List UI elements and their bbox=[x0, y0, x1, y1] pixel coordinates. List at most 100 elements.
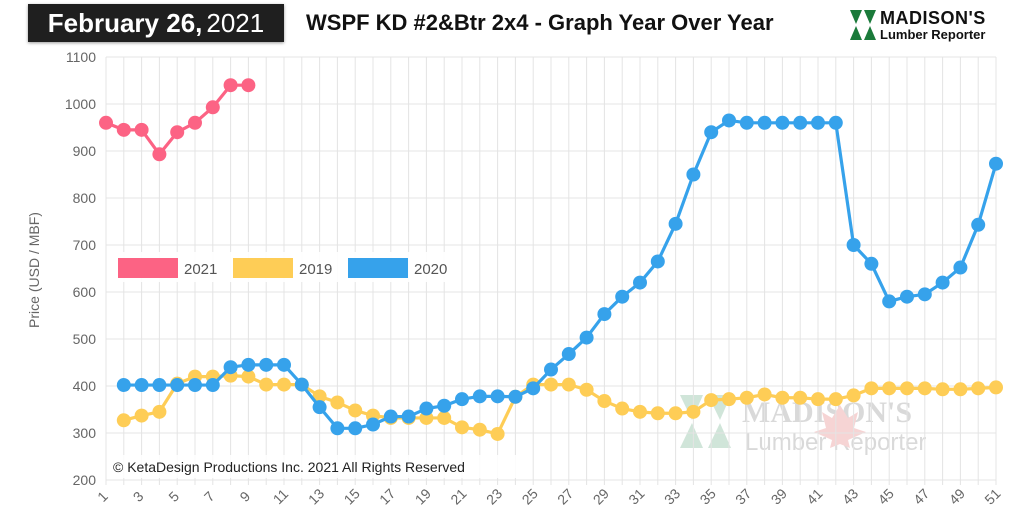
data-point-2019[interactable] bbox=[935, 382, 950, 397]
data-point-2019[interactable] bbox=[775, 390, 790, 405]
data-point-2020[interactable] bbox=[348, 421, 363, 436]
data-point-2020[interactable] bbox=[223, 360, 238, 375]
data-point-2020[interactable] bbox=[882, 294, 897, 309]
data-point-2020[interactable] bbox=[544, 362, 558, 377]
data-point-2020[interactable] bbox=[597, 307, 612, 322]
data-point-2019[interactable] bbox=[793, 390, 808, 405]
data-point-2020[interactable] bbox=[472, 389, 487, 404]
data-point-2020[interactable] bbox=[188, 378, 202, 393]
legend-swatch-2021[interactable] bbox=[118, 258, 178, 278]
data-point-2019[interactable] bbox=[900, 381, 914, 396]
data-point-2019[interactable] bbox=[864, 381, 879, 396]
data-point-2020[interactable] bbox=[935, 275, 950, 290]
data-point-2021[interactable] bbox=[241, 78, 256, 93]
data-point-2020[interactable] bbox=[170, 378, 185, 393]
data-point-2020[interactable] bbox=[259, 357, 274, 372]
data-point-2020[interactable] bbox=[508, 389, 523, 404]
data-point-2019[interactable] bbox=[116, 413, 131, 428]
data-point-2020[interactable] bbox=[971, 217, 986, 232]
data-point-2019[interactable] bbox=[739, 390, 754, 405]
data-point-2019[interactable] bbox=[846, 388, 861, 403]
data-point-2021[interactable] bbox=[188, 115, 202, 130]
data-point-2020[interactable] bbox=[419, 401, 434, 416]
data-point-2020[interactable] bbox=[490, 389, 505, 404]
data-point-2020[interactable] bbox=[526, 381, 541, 396]
data-point-2019[interactable] bbox=[597, 394, 612, 409]
data-point-2019[interactable] bbox=[811, 392, 825, 407]
data-point-2019[interactable] bbox=[134, 408, 149, 423]
data-point-2019[interactable] bbox=[544, 377, 558, 392]
data-point-2019[interactable] bbox=[312, 389, 327, 404]
data-point-2019[interactable] bbox=[668, 406, 683, 421]
data-point-2021[interactable] bbox=[134, 122, 149, 137]
data-point-2020[interactable] bbox=[650, 254, 665, 269]
legend-swatch-2020[interactable] bbox=[348, 258, 408, 278]
data-point-2019[interactable] bbox=[828, 392, 843, 407]
data-point-2019[interactable] bbox=[882, 381, 897, 396]
data-point-2021[interactable] bbox=[170, 125, 185, 140]
data-point-2020[interactable] bbox=[401, 409, 416, 424]
data-point-2020[interactable] bbox=[455, 392, 469, 407]
data-point-2020[interactable] bbox=[793, 115, 808, 130]
data-point-2020[interactable] bbox=[989, 156, 1003, 171]
data-point-2020[interactable] bbox=[277, 357, 291, 372]
data-point-2020[interactable] bbox=[152, 378, 167, 393]
data-point-2020[interactable] bbox=[864, 256, 879, 271]
data-point-2021[interactable] bbox=[99, 115, 113, 130]
data-point-2019[interactable] bbox=[490, 426, 505, 441]
data-point-2019[interactable] bbox=[472, 422, 487, 437]
data-point-2020[interactable] bbox=[294, 377, 309, 392]
data-point-2020[interactable] bbox=[561, 347, 576, 362]
data-point-2019[interactable] bbox=[971, 381, 986, 396]
data-point-2021[interactable] bbox=[223, 78, 238, 93]
data-point-2020[interactable] bbox=[775, 115, 790, 130]
data-point-2019[interactable] bbox=[259, 377, 274, 392]
data-point-2019[interactable] bbox=[561, 377, 576, 392]
data-point-2019[interactable] bbox=[704, 393, 719, 408]
data-point-2020[interactable] bbox=[205, 378, 220, 393]
data-point-2020[interactable] bbox=[437, 398, 452, 413]
data-point-2019[interactable] bbox=[633, 404, 647, 419]
data-point-2020[interactable] bbox=[312, 400, 327, 415]
data-point-2020[interactable] bbox=[757, 115, 772, 130]
data-point-2019[interactable] bbox=[686, 404, 701, 419]
data-point-2020[interactable] bbox=[900, 289, 914, 304]
data-point-2021[interactable] bbox=[205, 100, 220, 115]
data-point-2019[interactable] bbox=[277, 377, 291, 392]
data-point-2020[interactable] bbox=[633, 275, 647, 290]
data-point-2019[interactable] bbox=[579, 382, 594, 397]
data-point-2019[interactable] bbox=[650, 406, 665, 421]
data-point-2019[interactable] bbox=[455, 420, 469, 435]
data-point-2019[interactable] bbox=[152, 404, 167, 419]
data-point-2020[interactable] bbox=[722, 113, 736, 128]
data-point-2020[interactable] bbox=[953, 260, 968, 275]
data-point-2020[interactable] bbox=[739, 115, 754, 130]
legend-label-2020[interactable]: 2020 bbox=[414, 261, 447, 278]
data-point-2020[interactable] bbox=[828, 115, 843, 130]
legend-swatch-2019[interactable] bbox=[233, 258, 293, 278]
data-point-2020[interactable] bbox=[366, 417, 380, 432]
legend-label-2021[interactable]: 2021 bbox=[184, 261, 217, 278]
data-point-2019[interactable] bbox=[953, 382, 968, 397]
data-point-2020[interactable] bbox=[704, 125, 719, 140]
data-point-2019[interactable] bbox=[241, 369, 256, 384]
data-point-2020[interactable] bbox=[579, 330, 594, 345]
data-point-2020[interactable] bbox=[241, 357, 256, 372]
data-point-2019[interactable] bbox=[757, 387, 772, 402]
data-point-2019[interactable] bbox=[348, 403, 363, 418]
data-point-2020[interactable] bbox=[811, 115, 825, 130]
data-point-2019[interactable] bbox=[615, 401, 630, 416]
data-point-2019[interactable] bbox=[437, 410, 452, 425]
data-point-2020[interactable] bbox=[116, 378, 131, 393]
data-point-2020[interactable] bbox=[686, 167, 701, 182]
legend-label-2019[interactable]: 2019 bbox=[299, 261, 332, 278]
data-point-2020[interactable] bbox=[383, 409, 398, 424]
data-point-2019[interactable] bbox=[989, 380, 1003, 395]
data-point-2019[interactable] bbox=[917, 381, 932, 396]
data-point-2019[interactable] bbox=[722, 392, 736, 407]
data-point-2021[interactable] bbox=[116, 122, 131, 137]
data-point-2021[interactable] bbox=[152, 147, 167, 162]
data-point-2020[interactable] bbox=[917, 287, 932, 302]
data-point-2019[interactable] bbox=[330, 395, 345, 410]
data-point-2020[interactable] bbox=[846, 238, 861, 252]
